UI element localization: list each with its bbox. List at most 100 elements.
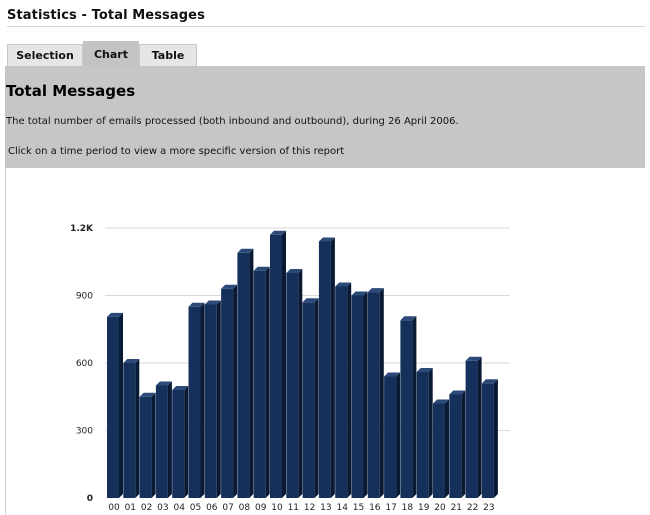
bar-hour-23[interactable] <box>481 379 498 498</box>
bar-side[interactable] <box>184 386 189 498</box>
bar-front[interactable] <box>335 286 348 499</box>
bar-top[interactable] <box>253 266 270 271</box>
tab-selection[interactable]: Selection <box>7 44 83 66</box>
bar-hour-01[interactable] <box>123 359 140 498</box>
bar-front[interactable] <box>107 316 119 498</box>
bar-side[interactable] <box>233 284 238 498</box>
bar-front[interactable] <box>253 270 266 498</box>
bar-side[interactable] <box>249 248 254 498</box>
bar-front[interactable] <box>433 403 445 499</box>
bar-side[interactable] <box>265 266 270 498</box>
bar-hour-08[interactable] <box>237 248 254 498</box>
bar-side[interactable] <box>151 392 156 498</box>
bar-top[interactable] <box>139 392 156 397</box>
bar-front[interactable] <box>270 234 282 498</box>
bar-front[interactable] <box>204 304 217 499</box>
bar-hour-21[interactable] <box>449 390 466 499</box>
bar-top[interactable] <box>449 390 466 395</box>
bar-front[interactable] <box>155 385 168 499</box>
bar-side[interactable] <box>379 288 384 498</box>
bar-top[interactable] <box>367 288 384 293</box>
bar-side[interactable] <box>477 356 482 498</box>
bar-side[interactable] <box>363 291 368 499</box>
bar-top[interactable] <box>188 302 205 307</box>
bar-hour-22[interactable] <box>465 356 482 498</box>
bar-side[interactable] <box>119 312 123 498</box>
bar-top[interactable] <box>400 316 417 321</box>
bar-hour-17[interactable] <box>384 372 401 499</box>
bar-top[interactable] <box>351 291 368 296</box>
bar-side[interactable] <box>461 390 466 499</box>
bar-side[interactable] <box>167 381 172 499</box>
bar-side[interactable] <box>412 316 417 498</box>
bar-hour-13[interactable] <box>318 237 335 499</box>
bar-front[interactable] <box>123 363 136 498</box>
bar-top[interactable] <box>481 379 498 384</box>
bar-top[interactable] <box>335 282 352 287</box>
bar-side[interactable] <box>330 237 335 499</box>
bar-front[interactable] <box>465 360 478 498</box>
bar-side[interactable] <box>493 379 498 498</box>
tab-table[interactable]: Table <box>139 44 197 66</box>
bar-hour-16[interactable] <box>367 288 384 498</box>
bar-top[interactable] <box>416 368 433 372</box>
bar-side[interactable] <box>298 269 303 498</box>
bar-front[interactable] <box>139 396 152 498</box>
bar-top[interactable] <box>123 359 140 363</box>
bar-hour-18[interactable] <box>400 316 417 498</box>
bar-hour-15[interactable] <box>351 291 368 499</box>
bar-side[interactable] <box>445 399 449 499</box>
bar-hour-07[interactable] <box>221 284 238 498</box>
bar-front[interactable] <box>367 292 380 498</box>
bar-top[interactable] <box>204 300 221 305</box>
bar-top[interactable] <box>172 386 189 390</box>
bar-front[interactable] <box>172 390 185 498</box>
tab-chart[interactable]: Chart <box>83 41 139 66</box>
bar-hour-06[interactable] <box>204 300 221 499</box>
bar-side[interactable] <box>428 368 433 498</box>
bar-front[interactable] <box>351 295 364 499</box>
bar-top[interactable] <box>155 381 172 386</box>
bar-front[interactable] <box>318 241 331 499</box>
bar-side[interactable] <box>314 298 319 498</box>
bar-front[interactable] <box>302 302 315 498</box>
bar-top[interactable] <box>286 269 303 273</box>
bar-top[interactable] <box>433 399 449 404</box>
bar-top[interactable] <box>107 312 123 317</box>
bar-front[interactable] <box>449 394 462 499</box>
bar-top[interactable] <box>318 237 335 242</box>
bar-hour-20[interactable] <box>433 399 449 499</box>
bar-side[interactable] <box>282 230 286 498</box>
bar-front[interactable] <box>188 306 201 498</box>
bar-hour-00[interactable] <box>107 312 123 498</box>
bar-top[interactable] <box>302 298 319 303</box>
bar-front[interactable] <box>237 252 250 498</box>
bar-side[interactable] <box>135 359 140 498</box>
bar-side[interactable] <box>396 372 401 499</box>
bar-hour-12[interactable] <box>302 298 319 498</box>
bar-side[interactable] <box>216 300 221 499</box>
bar-hour-09[interactable] <box>253 266 270 498</box>
bar-hour-04[interactable] <box>172 386 189 498</box>
bar-top[interactable] <box>384 372 401 377</box>
bar-hour-10[interactable] <box>270 230 286 498</box>
bar-top[interactable] <box>270 230 286 235</box>
bar-front[interactable] <box>400 320 413 498</box>
bar-hour-05[interactable] <box>188 302 205 498</box>
bar-hour-02[interactable] <box>139 392 156 498</box>
bar-top[interactable] <box>237 248 254 253</box>
bar-hour-14[interactable] <box>335 282 352 499</box>
bar-front[interactable] <box>221 288 234 498</box>
bar-hour-19[interactable] <box>416 368 433 498</box>
bar-top[interactable] <box>465 356 482 361</box>
bar-top[interactable] <box>221 284 238 289</box>
bar-side[interactable] <box>347 282 352 499</box>
bar-hour-11[interactable] <box>286 269 303 498</box>
bar-front[interactable] <box>416 372 429 498</box>
x-tick-label: 21 <box>451 503 462 513</box>
bar-side[interactable] <box>200 302 205 498</box>
bar-front[interactable] <box>481 383 494 498</box>
bar-front[interactable] <box>286 273 299 498</box>
bar-front[interactable] <box>384 376 397 499</box>
bar-hour-03[interactable] <box>155 381 172 499</box>
